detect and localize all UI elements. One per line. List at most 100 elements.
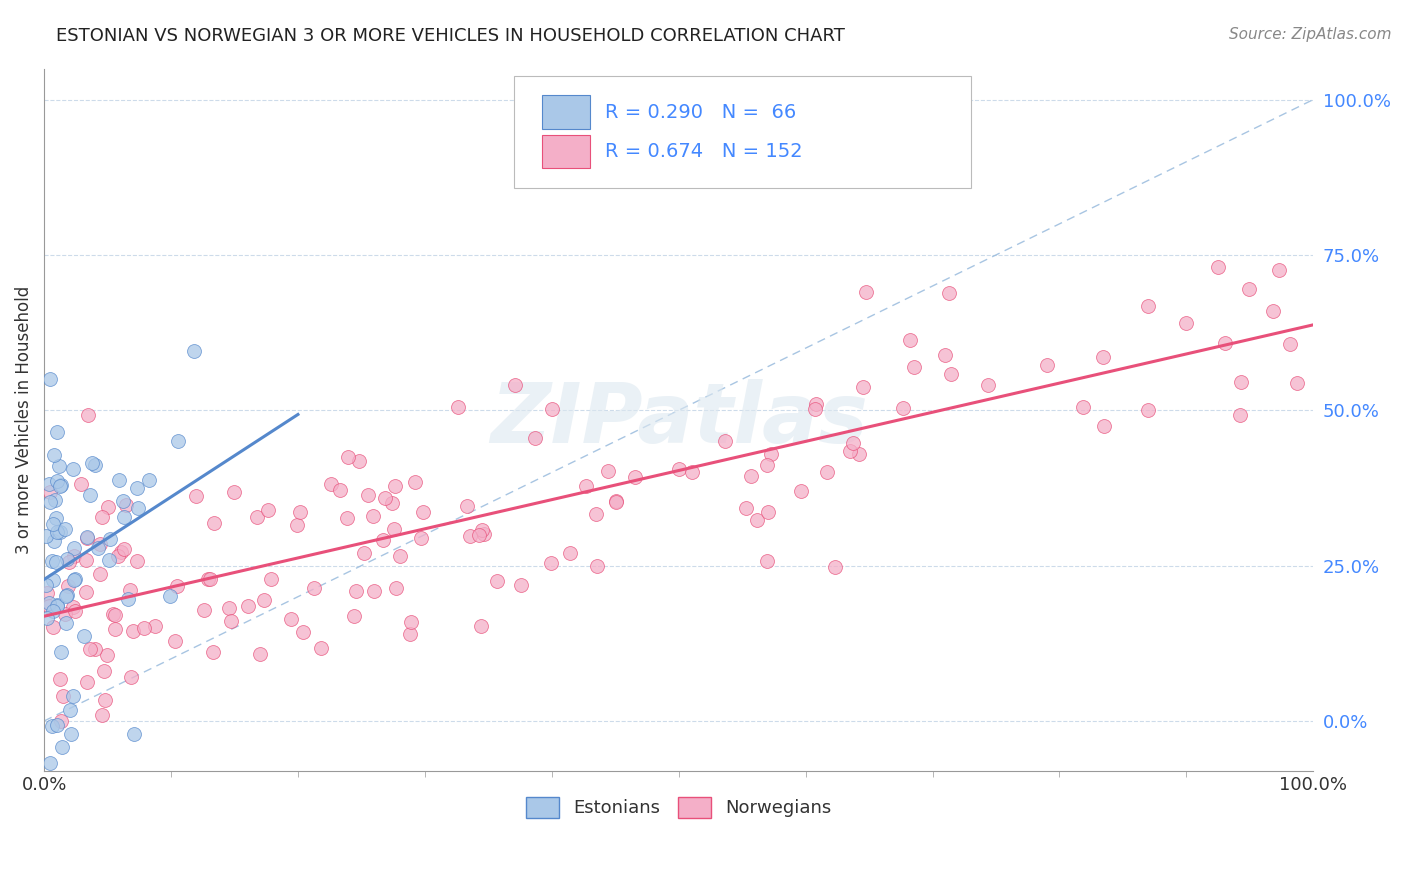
Point (585, 507, 607, 521)
Point (201, 645, 224, 659)
Point (384, 581, 406, 595)
Point (89, 537, 111, 551)
Point (202, 516, 225, 531)
Point (605, 493, 627, 508)
Point (110, 545, 132, 559)
Point (891, 401, 914, 415)
Point (117, 591, 139, 606)
Point (523, 431, 546, 445)
Point (70, 477, 93, 491)
Point (48, 672, 70, 686)
Point (38, 476, 60, 491)
Point (197, 572, 219, 586)
Point (841, 436, 863, 450)
Text: ESTONIAN VS NORWEGIAN 3 OR MORE VEHICLES IN HOUSEHOLD CORRELATION CHART: ESTONIAN VS NORWEGIAN 3 OR MORE VEHICLES… (56, 27, 845, 45)
Point (898, 333, 921, 347)
Point (1268, 262, 1291, 277)
Point (1073, 400, 1095, 414)
Point (101, 607, 124, 621)
Point (112, 541, 135, 556)
Point (1206, 260, 1229, 274)
Point (337, 450, 360, 465)
Point (138, 473, 160, 487)
Point (285, 518, 308, 533)
Point (1137, 299, 1160, 313)
Point (503, 377, 526, 392)
Point (745, 513, 768, 527)
Point (756, 458, 779, 472)
Point (59, 703, 82, 717)
Point (48, 525, 70, 540)
Point (97, 500, 120, 514)
Point (761, 447, 783, 461)
Point (46, 599, 69, 613)
Point (35, 611, 58, 625)
Point (585, 558, 607, 573)
Point (681, 465, 703, 479)
Point (624, 470, 647, 484)
Point (93, 664, 115, 678)
Point (1094, 419, 1116, 434)
Point (260, 572, 283, 586)
Point (166, 434, 188, 449)
Point (347, 454, 370, 468)
Point (363, 584, 385, 599)
Point (108, 473, 131, 487)
Point (76, 531, 98, 545)
Text: ZIPatlas: ZIPatlas (489, 379, 868, 460)
Point (509, 578, 531, 592)
Point (42, 573, 65, 587)
Point (114, 509, 136, 524)
Point (75, 553, 97, 567)
Point (51, 714, 73, 728)
Point (1092, 350, 1115, 364)
Point (62, 549, 84, 564)
Point (55, 616, 77, 631)
Point (41, 719, 63, 733)
Point (93, 693, 115, 707)
Point (353, 546, 375, 560)
Text: Source: ZipAtlas.com: Source: ZipAtlas.com (1229, 27, 1392, 42)
Point (1136, 403, 1159, 417)
Point (1215, 336, 1237, 351)
Point (63, 604, 86, 618)
Point (39, 756, 62, 771)
Point (309, 641, 332, 656)
Point (755, 553, 778, 567)
Point (756, 505, 779, 519)
Text: R = 0.674   N = 152: R = 0.674 N = 152 (605, 142, 803, 161)
Point (903, 359, 925, 374)
Point (1175, 316, 1198, 330)
Point (41, 604, 63, 618)
Point (90, 708, 112, 723)
Point (388, 549, 411, 563)
Point (46, 598, 69, 612)
Point (44, 448, 66, 462)
Point (472, 527, 495, 541)
Point (51, 739, 73, 754)
Point (79, 642, 101, 657)
Bar (541, 95, 591, 129)
Point (60, 727, 83, 741)
Point (79, 488, 101, 502)
Point (63, 572, 86, 586)
Point (159, 589, 181, 603)
Point (374, 491, 396, 505)
Point (42, 533, 65, 548)
Point (62, 573, 84, 587)
Point (605, 495, 627, 509)
Point (280, 612, 302, 626)
Point (62, 600, 84, 615)
Point (458, 529, 481, 543)
Point (107, 549, 129, 563)
Point (56, 579, 79, 593)
Point (48, 459, 70, 474)
Point (143, 619, 166, 633)
Point (121, 624, 143, 639)
Point (76, 530, 98, 544)
Point (249, 647, 271, 661)
Point (976, 378, 998, 392)
Point (319, 476, 342, 491)
Point (381, 496, 404, 510)
Point (470, 619, 492, 633)
